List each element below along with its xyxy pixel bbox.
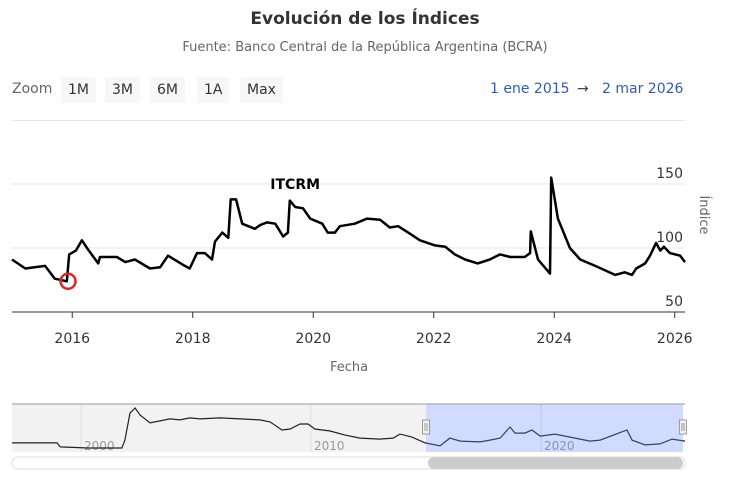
navigator-tick-label: 2020 [544, 439, 575, 453]
chart-title: Evolución de los Índices [250, 9, 480, 29]
navigator[interactable]: 2000 2010 2020 [12, 403, 687, 453]
series-line-itcrm[interactable] [11, 176, 686, 283]
x-tick-label: 2018 [175, 331, 211, 347]
navigator-tick-label: 2010 [314, 439, 345, 453]
series-label: ITCRM [270, 177, 320, 193]
zoom-label: Zoom [12, 81, 53, 97]
navigator-tick-label: 2000 [84, 439, 115, 453]
handle-box[interactable] [422, 419, 431, 435]
x-tick-label: 2024 [536, 331, 572, 347]
navigator-unselected-area [12, 404, 427, 452]
range-to-input[interactable]: 2 mar 2026 [602, 81, 684, 97]
x-tick-label: 2020 [295, 331, 331, 347]
handle-box[interactable] [678, 419, 687, 435]
x-axis-title: Fecha [330, 360, 368, 375]
range-arrow: → [577, 81, 589, 97]
toolbar-divider [12, 120, 685, 121]
zoom-6m-button[interactable]: 6M [150, 77, 185, 103]
x-tick-label: 2022 [416, 331, 452, 347]
zoom-max-button[interactable]: Max [240, 77, 283, 103]
x-tick-label: 2016 [54, 331, 90, 347]
navigator-selected-range[interactable] [426, 404, 683, 452]
y-tick-label: 50 [665, 294, 683, 310]
zoom-1a-button[interactable]: 1A [197, 77, 230, 103]
y-tick-label: 100 [656, 230, 683, 246]
y-axis-title: Índice [696, 195, 712, 234]
navigator-handle-right[interactable] [678, 419, 687, 435]
navigator-handle-left[interactable] [422, 419, 431, 435]
zoom-3m-button[interactable]: 3M [105, 77, 140, 103]
chart-subtitle: Fuente: Banco Central de la República Ar… [182, 40, 548, 55]
highlight-marker[interactable] [59, 272, 77, 291]
y-tick-label: 150 [656, 166, 683, 182]
range-from-input[interactable]: 1 ene 2015 [490, 81, 570, 97]
navigator-series-line [12, 407, 686, 449]
zoom-1m-button[interactable]: 1M [61, 77, 96, 103]
scrollbar-thumb[interactable] [428, 457, 683, 469]
x-tick-label: 2026 [657, 331, 693, 347]
